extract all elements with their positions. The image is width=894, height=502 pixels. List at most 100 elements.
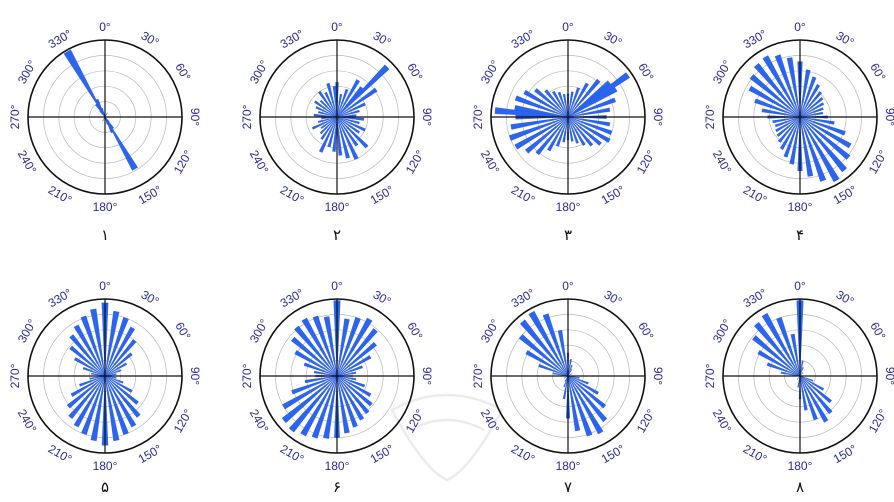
rose-petal: [780, 371, 801, 377]
rose-petal: [567, 107, 611, 118]
tick-label: 180°: [93, 459, 118, 473]
rose-petal: [104, 375, 124, 384]
rose-petal: [567, 91, 574, 118]
rose-petal: [797, 375, 801, 388]
watermark-logo: [390, 393, 504, 482]
rose-petal: [104, 375, 139, 405]
rose-petal: [104, 375, 120, 442]
rose-petal: [336, 79, 360, 118]
rose-petal: [81, 375, 106, 435]
rose-petal: [552, 90, 569, 118]
rose-petal: [323, 316, 338, 377]
rose-petal: [336, 365, 363, 377]
tick-label: 90°: [188, 108, 202, 126]
rose-petal: [779, 116, 801, 150]
rose-petal: [754, 322, 801, 377]
rose-petal: [104, 352, 133, 377]
tick-label: 0°: [794, 20, 806, 34]
rose-petal: [799, 116, 848, 173]
rose-petal: [799, 360, 804, 377]
tick-label: 0°: [99, 279, 111, 293]
rose-petal: [523, 89, 569, 118]
rose-petal: [104, 375, 129, 435]
rose-petal: [336, 375, 365, 421]
rose-petal: [556, 116, 569, 147]
rose-petal: [761, 108, 801, 118]
rose-petal: [799, 116, 846, 136]
rose-petal: [318, 90, 338, 118]
rose-petal: [544, 89, 569, 118]
rose-diagram-4: 0°30°60°90°120°150°180°210°240°270°300°3…: [703, 20, 894, 244]
rose-petal: [514, 116, 569, 150]
rose-petal: [761, 312, 801, 377]
rose-petal: [304, 375, 338, 384]
rose-petal: [336, 116, 359, 160]
tick-label: 270°: [8, 363, 22, 388]
rose-petal: [567, 116, 586, 146]
rose-petal: [301, 317, 338, 377]
rose-petal: [790, 333, 801, 377]
rose-petal: [552, 372, 569, 377]
rose-petal: [68, 375, 106, 419]
rose-petal: [799, 375, 832, 404]
rose-petal: [74, 357, 106, 377]
tick-label: 0°: [794, 279, 806, 293]
tick-label: 60°: [172, 61, 193, 84]
rose-diagram-3: 0°30°60°90°120°150°180°210°240°270°300°3…: [471, 20, 665, 244]
rose-petal: [567, 87, 618, 118]
rose-petal: [799, 116, 852, 149]
rose-petal: [336, 371, 357, 377]
rose-petal: [69, 334, 106, 377]
rose-petal: [799, 375, 825, 391]
rose-petal: [567, 116, 594, 147]
tick-label: 0°: [331, 279, 343, 293]
rose-petal: [754, 98, 801, 118]
rose-petal: [336, 64, 390, 118]
rose-petal: [799, 375, 833, 415]
rose-petal: [104, 375, 133, 393]
tick-label: 270°: [471, 363, 485, 388]
rose-petal: [336, 328, 378, 377]
rose-petal: [754, 63, 801, 118]
rose-petal: [290, 336, 338, 377]
tick-label: 180°: [325, 200, 350, 214]
rose-diagram-6: 0°30°60°90°120°150°180°210°240°270°300°3…: [240, 279, 434, 496]
rose-petal: [563, 375, 569, 388]
tick-label: 60°: [404, 61, 425, 84]
rose-petal: [91, 372, 106, 377]
rose-petal: [314, 100, 338, 118]
tick-label: 270°: [240, 104, 254, 129]
rose-petal: [567, 78, 601, 118]
panel-label: ۵: [101, 478, 109, 496]
tick-label: 30°: [834, 28, 857, 49]
tick-label: 270°: [703, 104, 717, 129]
rose-petal: [319, 116, 338, 153]
rose-petal: [104, 326, 135, 377]
rose-petal: [89, 375, 106, 380]
rose-petal: [336, 116, 350, 159]
tick-label: 180°: [325, 459, 350, 473]
rose-petal: [564, 375, 569, 382]
tick-label: 270°: [8, 104, 22, 129]
rose-diagram-7: 0°30°60°90°120°150°180°210°240°270°300°3…: [471, 279, 665, 496]
rose-petal: [336, 317, 373, 377]
rose-petal: [282, 375, 338, 410]
rose-petal: [799, 375, 814, 382]
rose-petal: [567, 375, 604, 435]
panel-label: ۶: [333, 478, 341, 496]
rose-petal: [303, 362, 338, 377]
rose-petal: [799, 372, 804, 377]
rose-petal: [336, 116, 343, 156]
rose-petal: [525, 116, 569, 154]
tick-label: 30°: [602, 28, 625, 49]
rose-petal: [567, 375, 599, 395]
rose-petal: [799, 111, 824, 118]
rose-petal: [749, 74, 801, 118]
rose-petal: [567, 375, 607, 409]
rose-petal: [567, 116, 613, 135]
rose-petal: [538, 364, 569, 377]
tick-label: 180°: [788, 459, 813, 473]
rose-petal: [82, 366, 106, 377]
rose-petal: [776, 317, 801, 377]
rose-petal: [528, 310, 569, 377]
